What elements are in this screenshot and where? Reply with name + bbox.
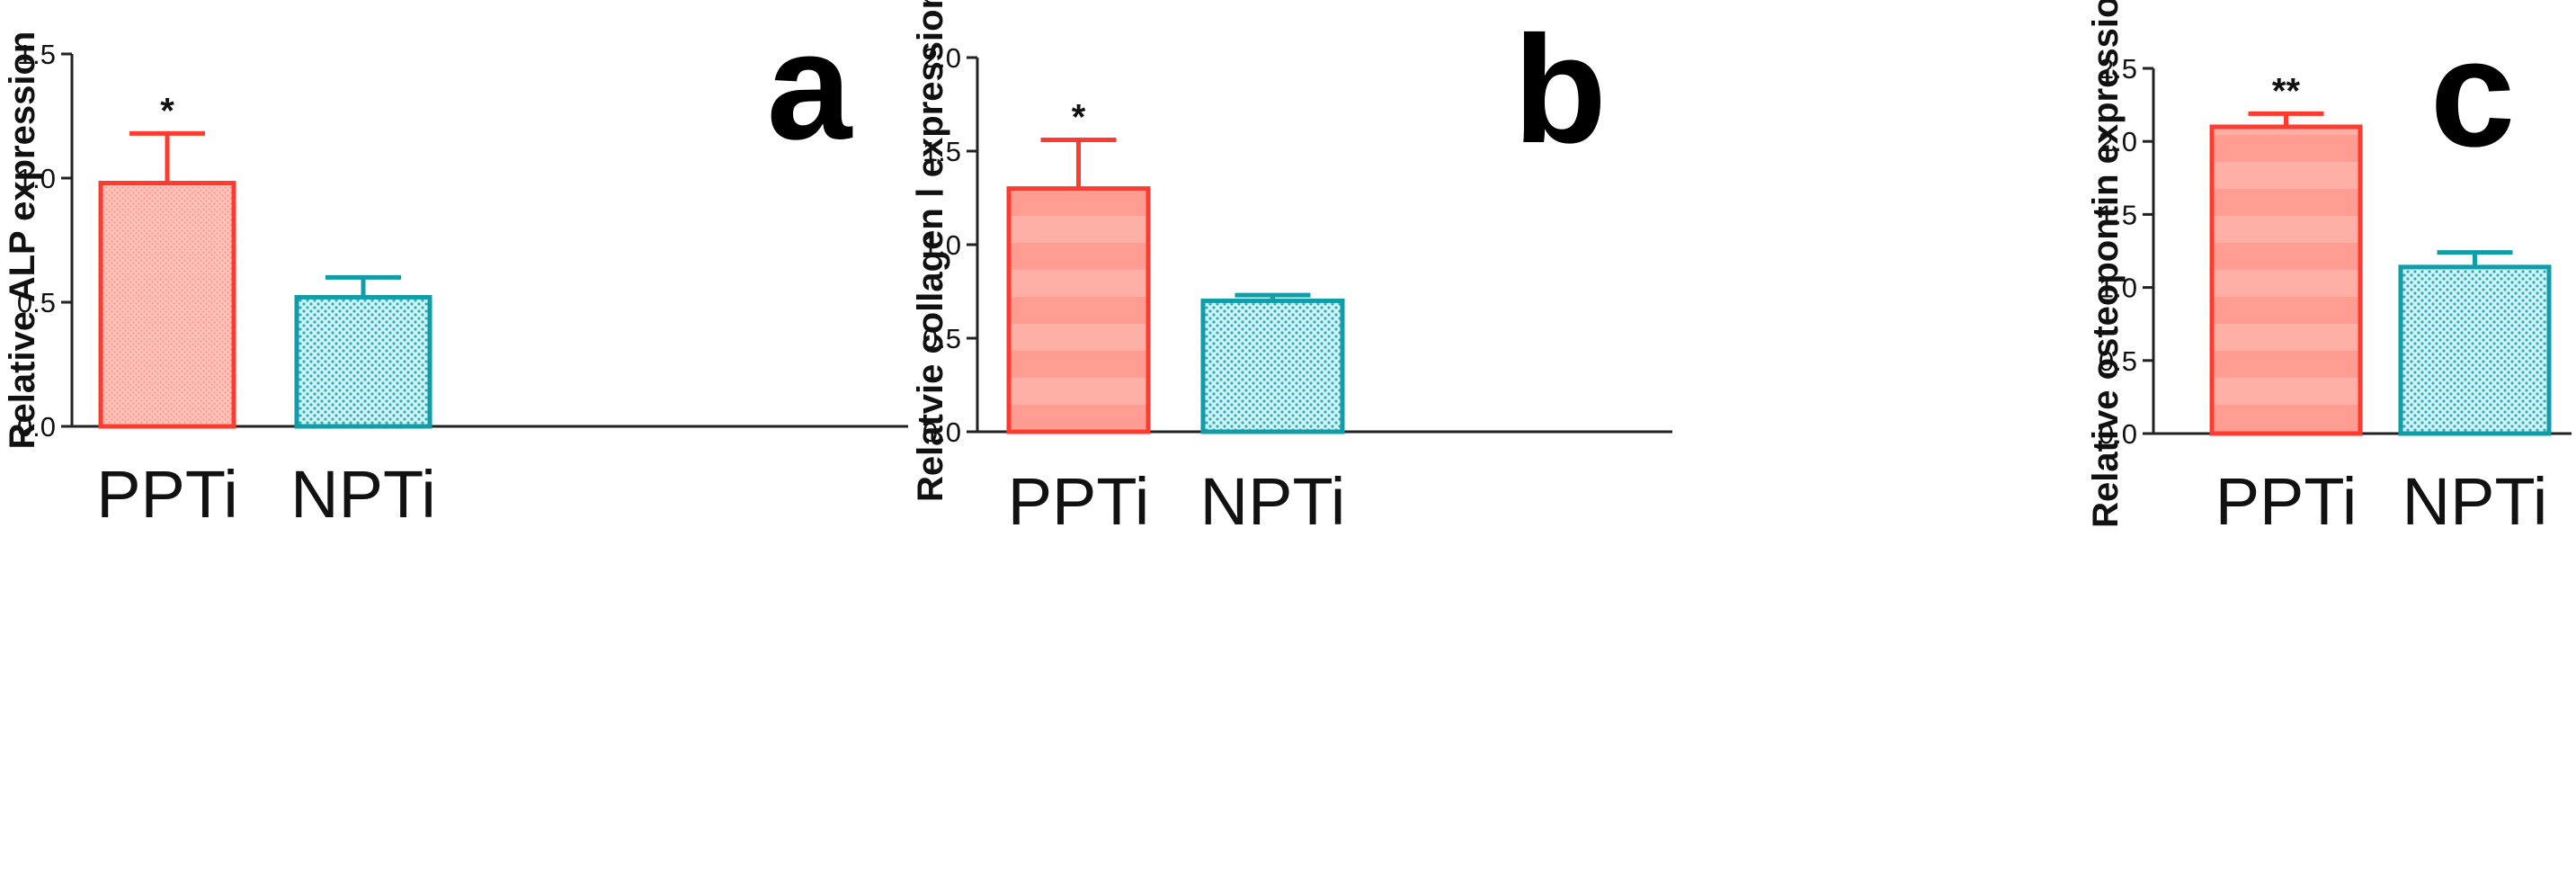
y-tick-label: 1.5	[2099, 199, 2137, 230]
panel-letter: a	[767, 1, 853, 172]
significance-label: **	[2272, 71, 2301, 111]
category-label-ppti: PPTi	[96, 457, 238, 532]
bar-ppti	[1006, 186, 1151, 434]
y-tick-label: 0.5	[923, 323, 961, 354]
bar-npti	[2398, 264, 2552, 436]
bar-npti	[294, 294, 432, 429]
y-tick-label: 0.0	[2099, 418, 2137, 450]
y-tick-label: 0.5	[17, 287, 56, 318]
y-tick-label: 1.5	[923, 136, 961, 167]
significance-label: *	[160, 91, 174, 130]
y-axis-title: Relative osteopontin expression	[2086, 0, 2126, 528]
category-label-ppti: PPTi	[2215, 464, 2358, 539]
category-label-ppti: PPTi	[1008, 464, 1150, 539]
y-tick-label: 0.0	[17, 411, 56, 443]
bar-ppti	[98, 181, 236, 429]
bar-ppti	[2209, 124, 2363, 436]
panel-letter: c	[2430, 8, 2516, 179]
y-tick-label: 1.5	[17, 39, 56, 70]
y-axis-title: Relative ALP expression	[3, 31, 42, 450]
category-label-npti: NPTi	[1200, 464, 1346, 539]
category-label-npti: NPTi	[290, 457, 436, 532]
y-tick-label: 2.5	[2099, 53, 2137, 85]
y-tick-label: 1.0	[2099, 273, 2137, 304]
category-label-npti: NPTi	[2402, 464, 2548, 539]
y-tick-label: 1.0	[923, 229, 961, 261]
y-tick-label: 2.0	[923, 42, 961, 74]
panel-letter: b	[1513, 4, 1607, 175]
y-tick-label: 1.0	[17, 163, 56, 194]
y-axis-title: Relatvie collagen Ⅰ expression	[911, 0, 950, 502]
y-tick-label: 0.0	[923, 416, 961, 448]
significance-label: *	[1072, 98, 1086, 138]
y-tick-label: 2.0	[2099, 126, 2137, 157]
y-tick-label: 0.5	[2099, 345, 2137, 377]
bar-npti	[1200, 298, 1345, 434]
